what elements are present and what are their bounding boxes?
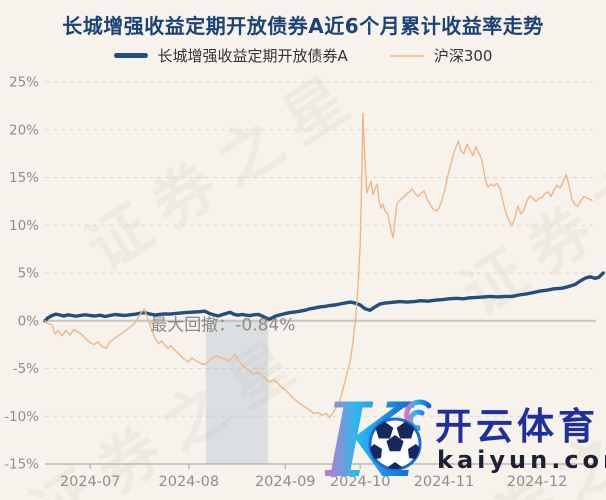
kaiyun-k-icon: K	[325, 384, 432, 492]
fund-line-swatch	[113, 53, 148, 58]
kaiyun-brand-text: 开云体育	[435, 405, 599, 448]
kaiyun-logo-link[interactable]: K 开云体育 kaiyun.com	[325, 384, 606, 494]
legend-item-csi300: 沪深300	[389, 45, 493, 66]
y-axis-label: 5%	[18, 266, 40, 282]
y-axis-label: 15%	[9, 170, 39, 186]
x-axis-label: 2024-09	[255, 474, 316, 490]
y-axis-label: -5%	[13, 361, 39, 377]
legend-label-csi300: 沪深300	[433, 47, 493, 65]
max-drawdown-band	[205, 320, 269, 464]
csi300-line-swatch	[389, 54, 424, 57]
y-axis-label: -15%	[4, 457, 39, 473]
x-axis-label: 2024-11	[414, 474, 475, 490]
y-axis-label: 0%	[18, 313, 40, 329]
y-axis-label: 25%	[9, 75, 39, 91]
chart-legend: 长城增强收益定期开放债券A 沪深300	[0, 45, 606, 66]
x-axis-label: 2024-10	[330, 474, 391, 490]
chart-title: 长城增强收益定期开放债券A近6个月累计收益率走势	[62, 14, 544, 38]
x-axis-label: 2024-12	[507, 474, 568, 490]
x-axis-label: 2024-08	[159, 474, 220, 490]
csi300-series-line	[44, 112, 593, 418]
fund-series-line	[43, 271, 605, 323]
soccer-ball-icon	[368, 417, 422, 471]
y-axis-label: 20%	[9, 122, 39, 138]
max-drawdown-label: 最大回撤：-0.84%	[150, 315, 295, 335]
y-axis-label: 10%	[9, 218, 39, 234]
legend-label-fund: 长城增强收益定期开放债券A	[157, 47, 348, 65]
x-axis-label: 2024-07	[60, 474, 121, 490]
legend-item-fund: 长城增强收益定期开放债券A	[113, 45, 348, 66]
y-axis-label: -10%	[4, 409, 39, 425]
kaiyun-domain-text: kaiyun.com	[437, 446, 606, 474]
